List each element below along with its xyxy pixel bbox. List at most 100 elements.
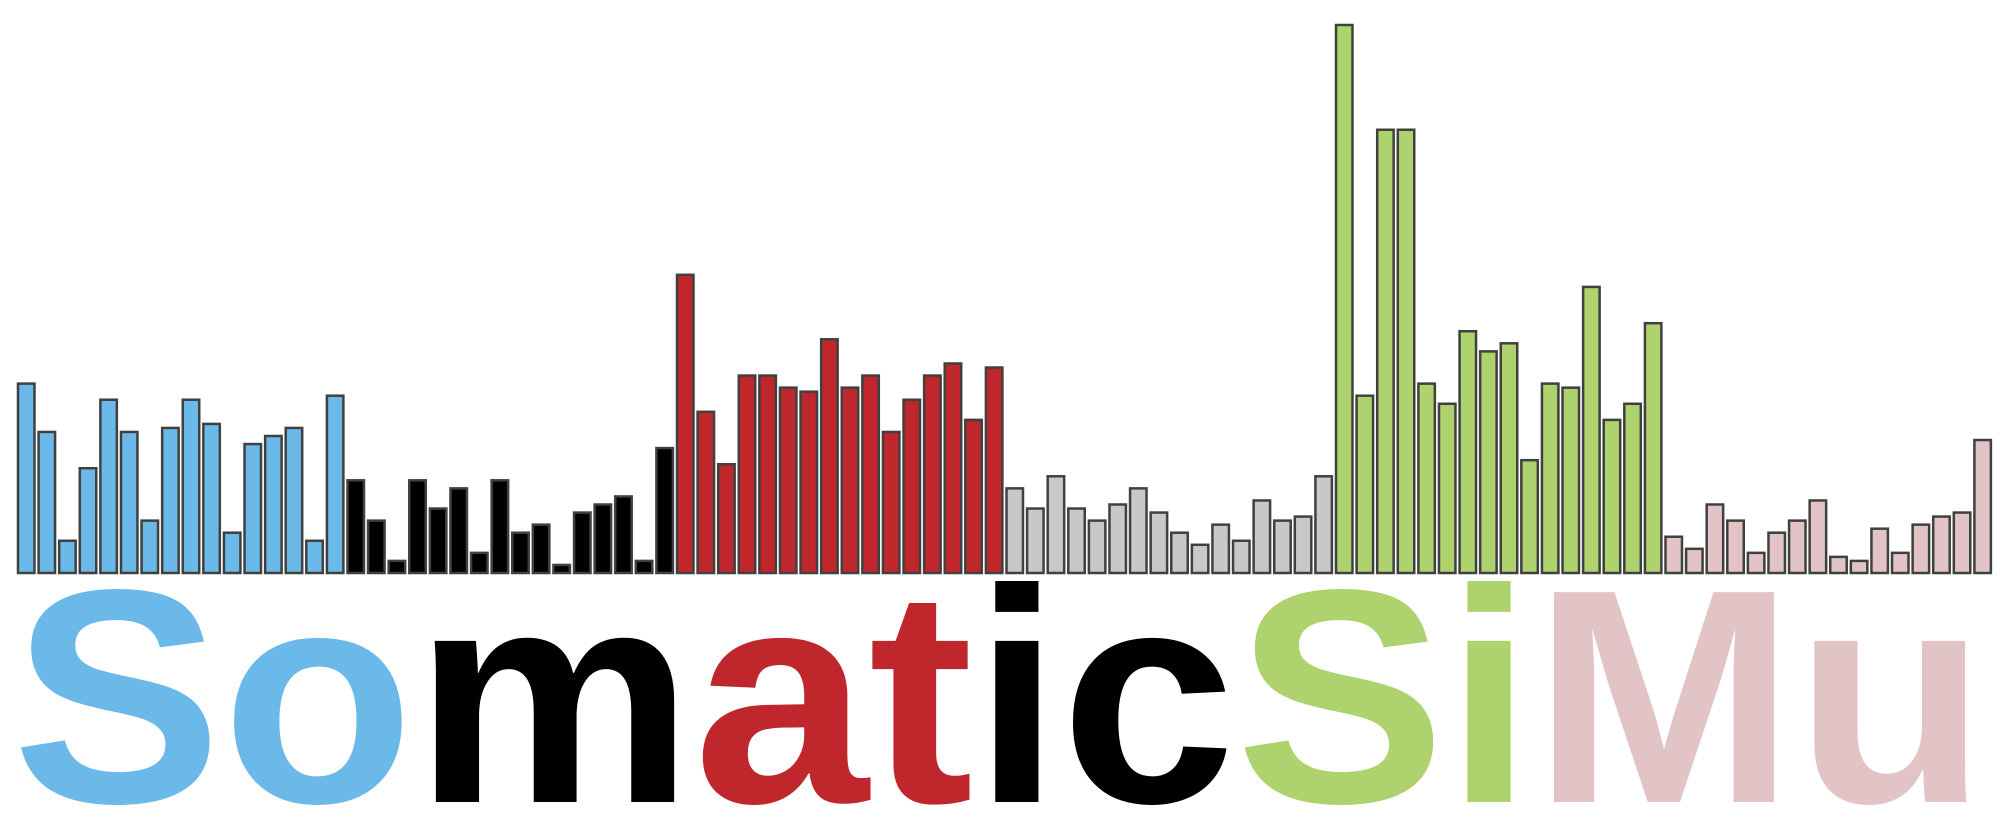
logo-bar	[1314, 475, 1334, 575]
logo-bar	[1602, 418, 1622, 575]
logo-wordmark-run: Mu	[1533, 570, 1987, 820]
logo-bar	[1437, 402, 1457, 575]
logo-bar	[840, 386, 860, 575]
logo-bar	[1849, 559, 1869, 575]
logo-bar	[1272, 519, 1292, 575]
logo-bar	[16, 382, 36, 575]
logo-bar	[37, 430, 57, 575]
logo-bar	[1973, 438, 1993, 575]
logo-wordmark-text: SomaticSiMu	[12, 570, 1987, 820]
logo-wordmark-run: m	[414, 570, 694, 820]
logo-bar	[778, 386, 798, 575]
logo-bar	[99, 398, 119, 575]
logo-wordmark-run: at	[694, 570, 974, 820]
logo-bar	[1149, 511, 1169, 575]
logo-bar	[1190, 543, 1210, 575]
logo-bar	[1417, 382, 1437, 575]
logo-bar	[160, 426, 180, 575]
logo-bar	[1808, 499, 1828, 575]
logo-bar	[1890, 551, 1910, 575]
logo-bar	[819, 338, 839, 575]
logo-bar	[1931, 515, 1951, 575]
logo-bar	[593, 503, 613, 575]
logo-wordmark-run: Si	[1236, 570, 1533, 820]
logo-bar	[1108, 503, 1128, 575]
logo-bar	[1067, 507, 1087, 575]
logo-bar	[1334, 23, 1354, 575]
logo-bar	[408, 479, 428, 575]
logo-bar	[881, 430, 901, 575]
logo-bar	[1170, 531, 1189, 575]
logo-bar	[634, 559, 654, 575]
logo-bar	[1870, 527, 1890, 575]
logo-bar	[1684, 547, 1704, 575]
logo-bar	[1952, 511, 1972, 575]
logo-bar	[1231, 539, 1251, 575]
logo-bar	[263, 434, 283, 575]
logo-bar	[922, 374, 942, 575]
logo-bar	[1643, 321, 1663, 575]
logo-bar	[1087, 519, 1107, 575]
logo-bar	[222, 531, 242, 575]
logo-bar	[1046, 475, 1066, 575]
logo-bar	[902, 398, 922, 575]
logo-bar	[1911, 523, 1931, 575]
logo-bar	[964, 418, 984, 575]
logo-bar	[737, 374, 757, 575]
logo-bar	[1705, 503, 1725, 575]
logo-bar	[284, 426, 304, 575]
logo-bar	[119, 430, 139, 575]
logo-bar	[655, 446, 675, 575]
logo-bar	[758, 374, 778, 575]
logo-bar	[243, 442, 263, 575]
logo-bar	[696, 410, 716, 575]
logo-bar	[1396, 128, 1416, 575]
logo-bar	[387, 559, 407, 575]
logo-bar	[1829, 555, 1848, 575]
logo-bar	[449, 487, 469, 575]
logo-bar	[78, 466, 98, 575]
logo-bar	[1458, 329, 1478, 575]
logo-bar	[469, 551, 489, 575]
logo-bar	[943, 362, 963, 575]
logo-bar	[1664, 535, 1684, 575]
logo-bar	[552, 563, 572, 575]
logo-bar	[1787, 519, 1807, 575]
logo-bar	[1252, 499, 1272, 575]
logo-bar	[1540, 382, 1560, 575]
logo-bar	[305, 539, 325, 575]
logo-bar	[1293, 515, 1313, 575]
logo-bar	[1581, 285, 1601, 575]
logo-wordmark-run: So	[12, 570, 414, 820]
logo-wordmark: SomaticSiMu	[12, 570, 1987, 820]
logo-bar	[1025, 507, 1045, 575]
logo-bar	[140, 519, 160, 575]
logo-bar	[1767, 531, 1787, 575]
logo-bar	[325, 394, 345, 575]
logo-bar	[1478, 350, 1498, 575]
logo-bar	[1746, 551, 1766, 575]
logo-bar	[181, 398, 201, 575]
logo-bar	[1355, 394, 1375, 575]
logo-wordmark-run: ic	[973, 570, 1235, 820]
logo-bar	[716, 462, 736, 575]
logo-bar	[613, 495, 633, 575]
logo-bar	[1128, 487, 1148, 575]
logo-bar	[202, 422, 222, 575]
logo-bar	[1005, 487, 1025, 575]
logo-bar	[366, 519, 386, 575]
logo-bar-graphic	[16, 23, 1993, 575]
logo-bar	[1499, 342, 1519, 575]
logo-bar	[511, 531, 530, 575]
logo-bar	[799, 390, 819, 575]
logo-bar	[531, 523, 551, 575]
logo-bar	[1726, 519, 1746, 575]
logo-bar	[1375, 128, 1395, 575]
logo-bar	[861, 374, 881, 575]
logo-bar	[428, 507, 448, 575]
logo-bar	[490, 479, 510, 575]
logo-bar	[1211, 523, 1231, 575]
logo-bar	[346, 479, 366, 575]
logo-bar	[1561, 386, 1581, 575]
logo-bar	[1520, 458, 1540, 575]
